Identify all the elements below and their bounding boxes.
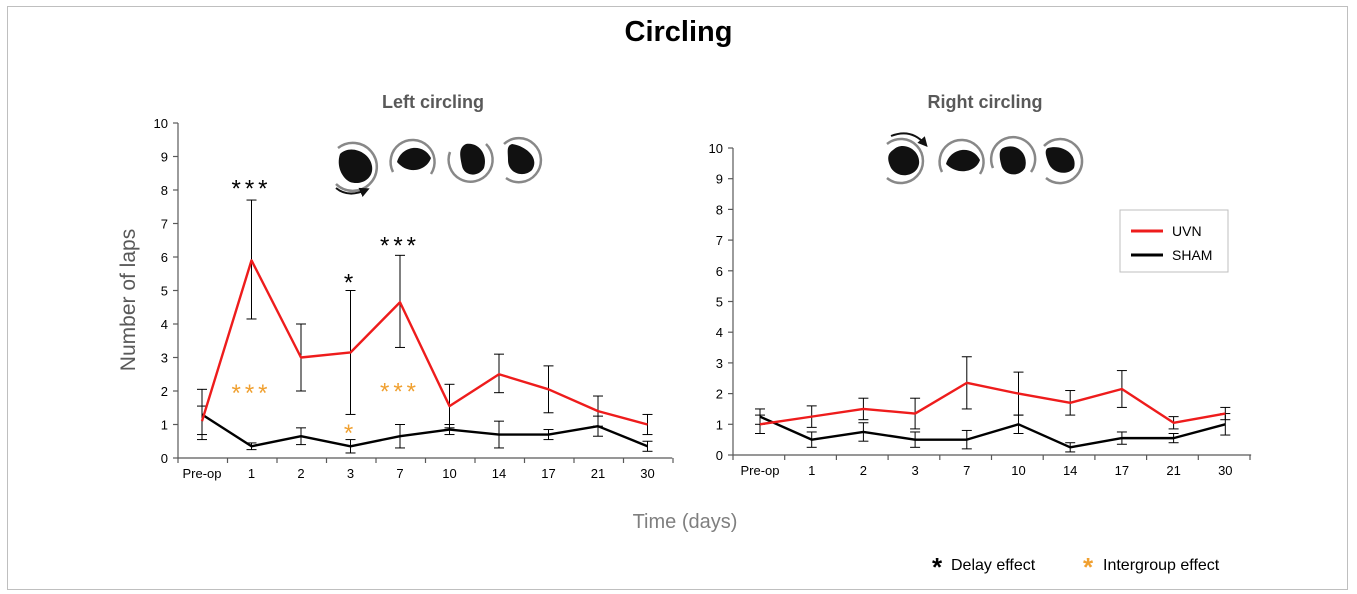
- left-delay-significance: ***: [380, 233, 420, 260]
- x-axis-label: Time (days): [633, 511, 738, 533]
- left-x-tick-label: 17: [541, 466, 555, 481]
- right-y-tick-label: 10: [709, 141, 723, 156]
- left-sham-line: [201, 413, 648, 448]
- right-x-tick-label: 17: [1115, 463, 1129, 478]
- right-uvn-line: [759, 381, 1226, 426]
- left-x-tick-label: 10: [442, 466, 456, 481]
- mouse-circling-illustration-left: [335, 136, 543, 198]
- right-x-tick-label: 21: [1166, 463, 1180, 478]
- delay-effect-symbol: *: [932, 552, 943, 582]
- right-x-tick-label: 30: [1218, 463, 1232, 478]
- left-y-tick-label: 4: [161, 317, 168, 332]
- left-intergroup-significance: *: [344, 420, 357, 447]
- left-y-tick-label: 7: [161, 217, 168, 232]
- left-y-tick-label: 10: [154, 116, 168, 131]
- right-panel-legend: UVN SHAM: [1119, 209, 1229, 273]
- left-y-tick-label: 8: [161, 183, 168, 198]
- right-y-tick-label: 3: [716, 356, 723, 371]
- right-y-tick-label: 1: [716, 417, 723, 432]
- left-y-tick-label: 1: [161, 418, 168, 433]
- right-sham-line: [759, 415, 1226, 449]
- legend-sham-label: SHAM: [1172, 247, 1212, 263]
- right-y-tick-label: 2: [716, 387, 723, 402]
- left-x-tick-label: 2: [297, 466, 304, 481]
- right-x-tick-label: 2: [860, 463, 867, 478]
- left-x-tick-label: 14: [492, 466, 506, 481]
- left-intergroup-significance: ***: [380, 378, 420, 405]
- figure-frame: [7, 6, 1348, 590]
- right-y-tick-label: 4: [716, 325, 723, 340]
- delay-effect-label: Delay effect: [951, 557, 1036, 574]
- left-delay-significance: *: [344, 269, 357, 296]
- right-x-tick-label: 1: [808, 463, 815, 478]
- left-x-tick-label: 3: [347, 466, 354, 481]
- left-y-tick-label: 0: [161, 451, 168, 466]
- intergroup-effect-label: Intergroup effect: [1103, 557, 1220, 574]
- right-y-tick-label: 5: [716, 295, 723, 310]
- right-y-tick-label: 6: [716, 264, 723, 279]
- left-x-tick-label: 7: [396, 466, 403, 481]
- right-x-tick-label: 7: [963, 463, 970, 478]
- left-x-tick-label: 21: [591, 466, 605, 481]
- left-x-tick-label: 30: [640, 466, 654, 481]
- left-x-tick-label: 1: [248, 466, 255, 481]
- left-delay-significance: ***: [231, 176, 271, 203]
- legend-uvn-label: UVN: [1172, 223, 1202, 239]
- left-y-tick-label: 9: [161, 150, 168, 165]
- right-x-tick-label: 3: [911, 463, 918, 478]
- right-circling-plot: 0 1 2 3 4 5 6 7 8 9 10 Pre-op 1 2 3 7 10 14 17 21 30: [709, 141, 1252, 478]
- left-y-tick-label: 3: [161, 351, 168, 366]
- left-panel-title: Left circling: [382, 92, 484, 112]
- right-y-tick-label: 8: [716, 202, 723, 217]
- right-panel-title: Right circling: [927, 92, 1042, 112]
- right-y-tick-label: 0: [716, 448, 723, 463]
- right-x-tick-label: 10: [1011, 463, 1025, 478]
- mouse-circling-illustration-right: [886, 132, 1084, 185]
- right-y-tick-label: 9: [716, 172, 723, 187]
- right-y-tick-label: 7: [716, 233, 723, 248]
- right-x-tick-label: Pre-op: [740, 463, 779, 478]
- right-x-tick-label: 14: [1063, 463, 1077, 478]
- left-intergroup-significance: ***: [231, 380, 271, 407]
- left-y-tick-label: 2: [161, 384, 168, 399]
- intergroup-effect-symbol: *: [1083, 552, 1094, 582]
- left-x-tick-label: Pre-op: [182, 466, 221, 481]
- significance-legend: * Delay effect * Intergroup effect: [932, 552, 1220, 582]
- y-axis-label: Number of laps: [117, 229, 140, 371]
- figure-title: Circling: [624, 16, 733, 48]
- left-y-tick-label: 5: [161, 284, 168, 299]
- left-uvn-line: [200, 259, 648, 426]
- left-y-tick-label: 6: [161, 250, 168, 265]
